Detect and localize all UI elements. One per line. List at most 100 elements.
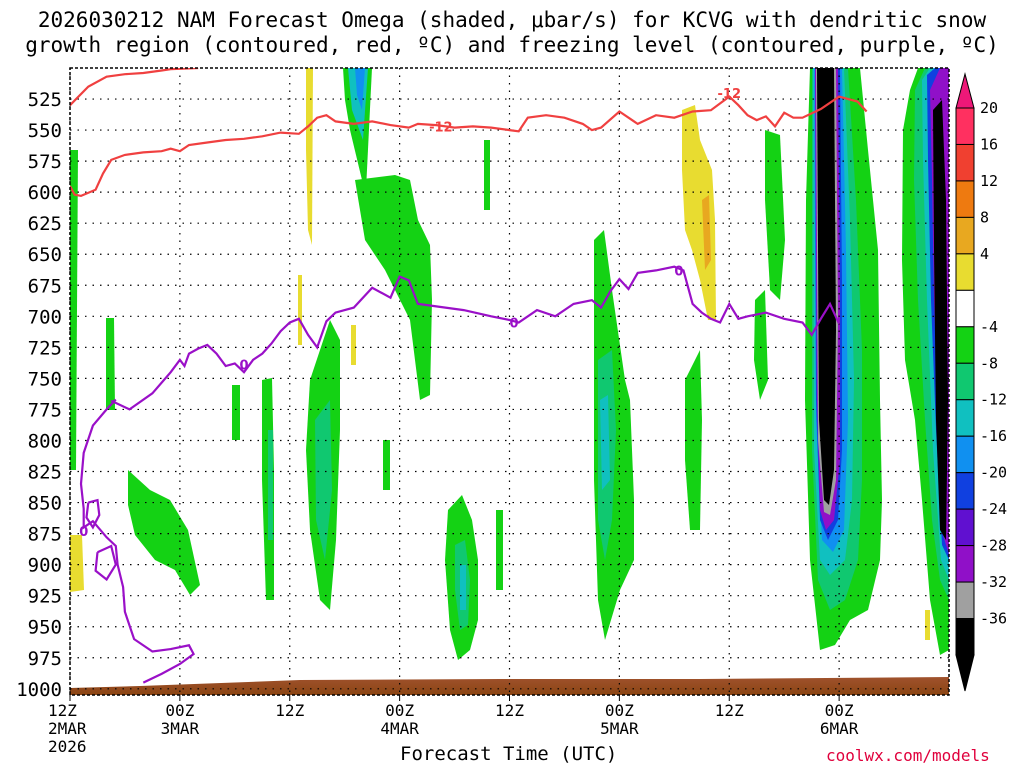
colorbar-arrow-top	[955, 72, 975, 109]
colorbar-swatch	[955, 508, 975, 547]
omega-area-32	[817, 68, 836, 505]
omega-positive-area-7	[925, 610, 930, 640]
colorbar-swatch	[955, 180, 975, 218]
y-tick-label: 600	[28, 182, 62, 204]
y-tick-label: 675	[28, 275, 62, 297]
colorbar-swatch	[955, 545, 975, 583]
x-tick-label: 5MAR	[600, 719, 639, 738]
y-tick-label: 875	[28, 524, 62, 546]
credit-text: coolwx.com/models	[826, 746, 990, 765]
chart-title-line-2: growth region (contoured, red, ºC) and f…	[25, 33, 999, 57]
colorbar-label: -12	[980, 391, 1007, 409]
colorbar-swatch	[955, 289, 975, 328]
x-tick-label: 00Z	[165, 701, 194, 720]
omega-positive-area-5	[682, 105, 716, 320]
y-tick-label: 750	[28, 368, 62, 390]
x-tick-label: 3MAR	[161, 719, 200, 738]
omega-positive-area-2	[298, 275, 302, 345]
x-tick-label: 12Z	[275, 701, 304, 720]
colorbar-swatch	[955, 107, 975, 145]
freezing-contour-label: 0	[674, 264, 683, 279]
omega-positive-area-1	[306, 68, 313, 245]
y-tick-label: 550	[28, 120, 62, 142]
y-tick-label: 775	[28, 399, 62, 421]
dgz-contour-line-upper	[70, 68, 199, 106]
y-tick-label: 625	[28, 213, 62, 235]
colorbar-label: 12	[980, 172, 998, 190]
omega-area-2	[106, 318, 115, 410]
y-tick-label: 925	[28, 586, 62, 608]
chart-title-line-1: 2026030212 NAM Forecast Omega (shaded, μ…	[37, 8, 987, 32]
omega-area-38	[933, 100, 948, 540]
colorbar: 20 16 12 8 4 -4 -8 -12 -16 -20 -24 -28 -32 -36	[955, 72, 1007, 692]
x-tick-label: 00Z	[605, 701, 634, 720]
colorbar-swatch	[955, 618, 975, 656]
omega-area-8	[315, 400, 332, 560]
colorbar-swatch	[955, 216, 975, 255]
colorbar-swatch	[955, 399, 975, 437]
x-tick-label: 00Z	[385, 701, 414, 720]
y-tick-label: 525	[28, 89, 62, 111]
freezing-level-loop	[94, 544, 117, 582]
x-tick-label: 4MAR	[380, 719, 419, 738]
colorbar-label: -16	[980, 427, 1007, 445]
freezing-level-line-lower	[79, 398, 196, 684]
colorbar-swatch	[955, 472, 975, 510]
colorbar-swatch	[955, 435, 975, 474]
colorbar-label: 4	[980, 245, 989, 263]
x-axis-label: Forecast Time (UTC)	[400, 743, 618, 765]
freezing-contour-label: 0	[239, 359, 248, 374]
omega-area-24	[765, 130, 785, 300]
ground-surface	[70, 677, 949, 695]
colorbar-swatch	[955, 143, 975, 182]
omega-area-16	[460, 565, 466, 610]
omega-area-1	[70, 150, 78, 470]
omega-area-21	[600, 395, 610, 490]
omega-area-23	[754, 290, 768, 400]
x-tick-label: 12Z	[48, 701, 77, 720]
contour-lines: -12 -12 0 0 0 0	[70, 68, 868, 684]
omega-area-3	[128, 470, 200, 595]
colorbar-arrow-bottom	[955, 654, 975, 692]
x-tick-label: 2026	[48, 737, 87, 756]
y-axis: 525 550 575 600 625 650 675 700 725 750 775 800 825 8…	[16, 89, 62, 701]
y-tick-label: 900	[28, 555, 62, 577]
colorbar-swatch	[955, 253, 975, 291]
colorbar-label: -8	[980, 354, 998, 372]
colorbar-label: 20	[980, 99, 998, 117]
y-tick-label: 850	[28, 493, 62, 515]
omega-positive-area-6	[702, 195, 711, 270]
colorbar-label: -36	[980, 610, 1007, 628]
x-tick-label: 2MAR	[48, 719, 87, 738]
x-tick-label: 6MAR	[820, 719, 859, 738]
y-tick-label: 950	[28, 617, 62, 639]
omega-positive-area-3	[351, 325, 356, 365]
omega-area-12	[355, 175, 432, 400]
freezing-level-line	[110, 265, 841, 411]
freezing-level-loop	[85, 498, 101, 530]
y-tick-label: 700	[28, 306, 62, 328]
colorbar-label: -32	[980, 573, 1007, 591]
colorbar-label: -24	[980, 500, 1007, 518]
y-tick-label: 825	[28, 462, 62, 484]
y-tick-label: 725	[28, 337, 62, 359]
dgz-contour-label: -12	[718, 87, 742, 102]
freezing-contour-label: 0	[79, 525, 88, 540]
y-tick-label: 800	[28, 430, 62, 452]
dgz-contour-label: -12	[429, 120, 453, 135]
omega-area-4	[232, 385, 240, 440]
y-tick-label: 1000	[16, 679, 62, 701]
colorbar-label: -20	[980, 464, 1007, 482]
colorbar-swatch	[955, 581, 975, 620]
omega-area-13	[383, 440, 390, 490]
omega-area-18	[496, 510, 503, 590]
x-tick-label: 00Z	[825, 701, 854, 720]
omega-shading	[70, 68, 949, 695]
colorbar-label: 8	[980, 208, 989, 226]
freezing-contour-label: 0	[510, 317, 519, 332]
colorbar-label: 16	[980, 136, 998, 154]
colorbar-swatch	[955, 362, 975, 401]
dgz-contour-line	[70, 95, 868, 198]
